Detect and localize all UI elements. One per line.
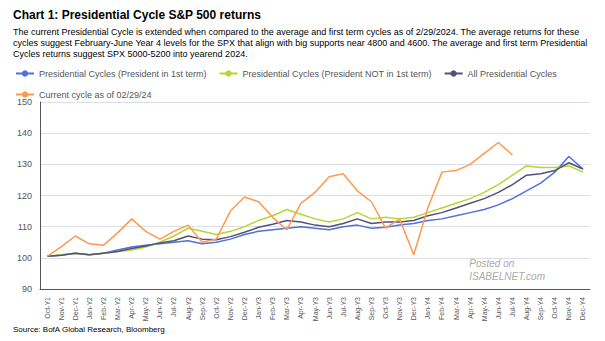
svg-text:Jan-Y2: Jan-Y2 [86, 297, 93, 319]
svg-text:May-Y2: May-Y2 [142, 297, 150, 321]
svg-text:All Presidential Cycles: All Presidential Cycles [468, 69, 558, 79]
svg-text:Mar-Y2: Mar-Y2 [114, 297, 121, 320]
svg-text:Apr-Y4: Apr-Y4 [467, 297, 475, 319]
svg-text:Dec-Y2: Dec-Y2 [241, 297, 248, 320]
svg-text:Oct-Y1: Oct-Y1 [44, 297, 51, 319]
svg-text:150: 150 [17, 97, 32, 107]
svg-text:Dec-Y3: Dec-Y3 [410, 297, 417, 320]
svg-text:May-Y4: May-Y4 [481, 297, 489, 321]
svg-text:Feb-Y2: Feb-Y2 [100, 297, 107, 320]
svg-text:The current Presidential Cycle: The current Presidential Cycle is extend… [13, 27, 582, 37]
svg-text:Aug-Y4: Aug-Y4 [523, 297, 531, 320]
svg-text:Jan-Y4: Jan-Y4 [424, 297, 431, 319]
svg-text:Chart 1: Presidential Cycle S&: Chart 1: Presidential Cycle S&P 500 retu… [13, 8, 261, 22]
svg-text:Jun-Y2: Jun-Y2 [156, 297, 163, 319]
svg-text:Apr-Y3: Apr-Y3 [297, 297, 305, 319]
svg-text:Presidential Cycles (President: Presidential Cycles (President NOT in 1s… [243, 69, 432, 79]
svg-text:Nov-Y4: Nov-Y4 [565, 297, 572, 320]
svg-text:Source: BofA Global Research,: Source: BofA Global Research, Bloomberg [13, 325, 165, 334]
svg-text:Jul-Y4: Jul-Y4 [509, 297, 516, 317]
svg-text:Presidential Cycles (President: Presidential Cycles (President in 1st te… [39, 69, 207, 79]
svg-text:Feb-Y3: Feb-Y3 [269, 297, 276, 320]
svg-text:Aug-Y2: Aug-Y2 [185, 297, 193, 320]
svg-text:Apr-Y2: Apr-Y2 [128, 297, 136, 319]
svg-text:Sep-Y4: Sep-Y4 [537, 297, 545, 320]
svg-text:Feb-Y4: Feb-Y4 [438, 297, 445, 320]
svg-text:Jun-Y3: Jun-Y3 [326, 297, 333, 319]
svg-text:Cycles returns suggest SPX 500: Cycles returns suggest SPX 5000-5200 int… [13, 49, 248, 59]
svg-text:90: 90 [22, 284, 32, 294]
svg-text:ISABELNET.com: ISABELNET.com [469, 271, 545, 282]
svg-text:Oct-Y4: Oct-Y4 [551, 297, 558, 319]
svg-text:Posted on: Posted on [469, 258, 514, 269]
svg-text:Aug-Y3: Aug-Y3 [354, 297, 362, 320]
svg-text:Sep-Y2: Sep-Y2 [199, 297, 207, 320]
svg-text:cycles suggest February-June Y: cycles suggest February-June Year 4 leve… [13, 38, 590, 48]
svg-text:Jul-Y3: Jul-Y3 [340, 297, 347, 317]
svg-text:Jun-Y4: Jun-Y4 [495, 297, 502, 319]
svg-text:Current cycle as of 02/29/24: Current cycle as of 02/29/24 [39, 90, 152, 100]
svg-text:100: 100 [17, 253, 32, 263]
svg-text:Oct-Y2: Oct-Y2 [213, 297, 220, 319]
svg-text:Nov-Y1: Nov-Y1 [58, 297, 65, 320]
svg-text:Dec-Y1: Dec-Y1 [72, 297, 79, 320]
svg-text:120: 120 [17, 191, 32, 201]
svg-text:110: 110 [18, 222, 32, 232]
svg-text:Sep-Y3: Sep-Y3 [368, 297, 376, 320]
svg-text:Mar-Y3: Mar-Y3 [283, 297, 290, 320]
svg-text:140: 140 [17, 128, 32, 138]
svg-text:Nov-Y2: Nov-Y2 [227, 297, 234, 320]
svg-text:Jan-Y3: Jan-Y3 [255, 297, 262, 319]
svg-text:130: 130 [17, 159, 32, 169]
svg-text:Nov-Y3: Nov-Y3 [396, 297, 403, 320]
svg-text:Jul-Y2: Jul-Y2 [170, 297, 177, 317]
svg-text:Oct-Y3: Oct-Y3 [382, 297, 389, 319]
svg-text:Dec-Y4: Dec-Y4 [579, 297, 586, 320]
svg-text:May-Y3: May-Y3 [312, 297, 320, 321]
svg-text:Mar-Y4: Mar-Y4 [453, 297, 460, 320]
